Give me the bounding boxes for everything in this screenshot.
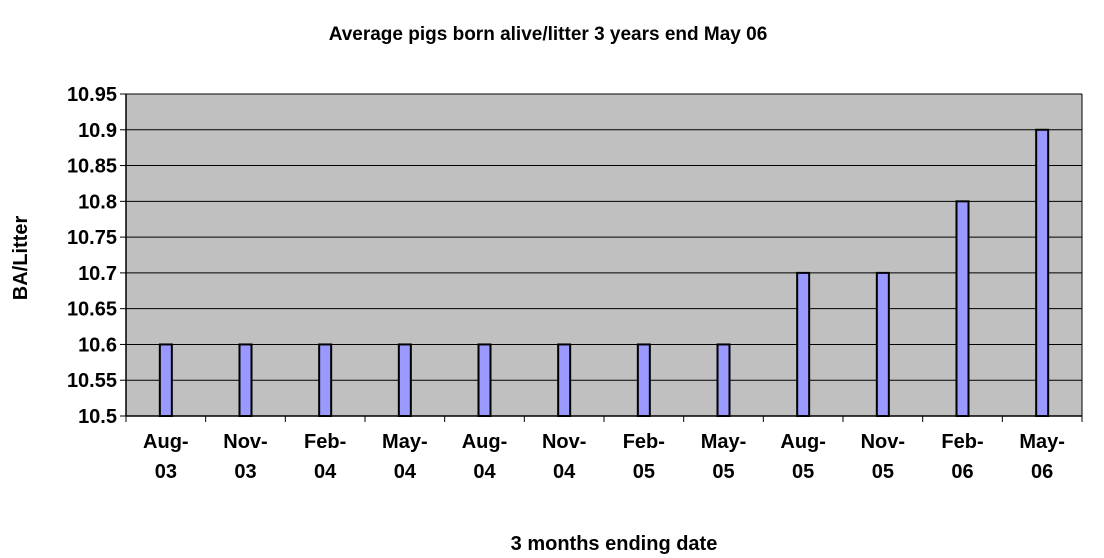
y-tick-label: 10.75 [67,227,117,249]
x-tick-label: May- [1019,431,1065,453]
x-tick-label: Nov- [223,431,267,453]
x-tick-label: Aug- [780,431,826,453]
bar [716,343,731,418]
chart-title: Average pigs born alive/litter 3 years e… [329,24,768,45]
x-tick-label: 04 [314,461,337,483]
y-tick-label: 10.5 [78,406,117,428]
y-tick-label: 10.8 [78,191,117,213]
x-tick-label: 05 [792,461,814,483]
x-tick-label: 06 [1031,461,1053,483]
bar [1035,128,1050,417]
bar [477,343,492,418]
bar [796,271,811,417]
plot-area [120,93,1083,422]
x-tick-label: 05 [872,461,894,483]
bar [557,343,572,418]
x-tick-label: Feb- [941,431,983,453]
x-tick-label: 05 [712,461,734,483]
x-tick-label: Aug- [143,431,189,453]
y-axis-tick-labels: 10.5 10.55 10.6 10.65 10.7 10.75 10.8 10.85 10.9… [67,84,117,428]
y-tick-label: 10.7 [78,263,117,285]
x-tick-label: Nov- [542,431,586,453]
x-axis-tick-labels: Aug- 03 Nov- 03 Feb- 04 May- 04 Aug- 04 Nov- 04 Feb-… [143,431,1065,483]
x-tick-label: 04 [394,461,417,483]
bar [636,343,651,418]
y-tick-label: 10.85 [67,156,117,178]
x-tick-label: Feb- [304,431,346,453]
x-tick-label: 03 [155,461,177,483]
x-tick-label: May- [701,431,747,453]
y-axis-title: BA/Litter [10,216,32,301]
x-tick-label: 06 [951,461,973,483]
bar [875,271,890,417]
bars [158,128,1050,418]
x-tick-label: Feb- [623,431,665,453]
axes [125,94,1083,422]
plot-background [126,94,1082,416]
bar [318,343,333,418]
gridlines [120,93,1082,417]
y-tick-label: 10.9 [78,120,117,142]
y-tick-label: 10.55 [67,370,117,392]
x-tick-label: 03 [234,461,256,483]
bar [955,200,970,417]
y-tick-label: 10.6 [78,334,117,356]
x-tick-label: Nov- [861,431,905,453]
x-tick-label: Aug- [462,431,508,453]
x-tick-label: May- [382,431,428,453]
x-tick-label: 04 [473,461,496,483]
bar [238,343,253,418]
bar [397,343,412,418]
x-axis-title: 3 months ending date [511,533,718,555]
x-tick-label: 04 [553,461,576,483]
bar [158,343,173,418]
x-tick-label: 05 [633,461,655,483]
y-tick-label: 10.65 [67,299,117,321]
y-tick-label: 10.95 [67,84,117,106]
